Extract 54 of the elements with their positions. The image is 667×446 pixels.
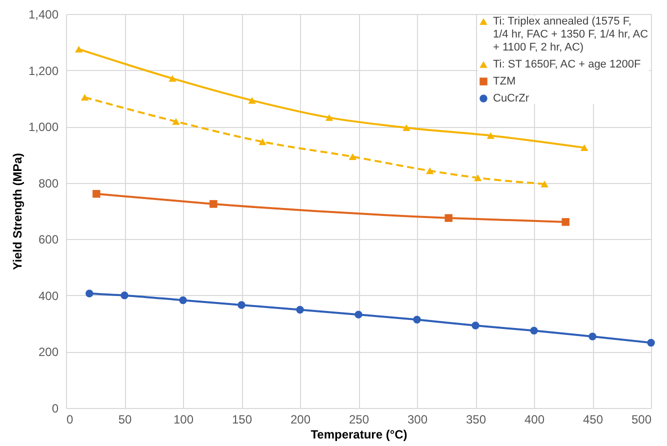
x-tick-label: 450 xyxy=(582,412,604,426)
point xyxy=(580,144,588,152)
point xyxy=(296,306,304,314)
y-tick-label: 1,400 xyxy=(28,8,59,22)
point xyxy=(120,292,128,300)
point xyxy=(210,200,218,208)
x-tick-label: 200 xyxy=(290,412,311,426)
x-tick-label: 250 xyxy=(348,412,370,426)
point xyxy=(354,310,362,318)
point xyxy=(402,124,410,132)
x-axis-title: Temperature (°C) xyxy=(310,428,408,442)
x-tick-label: 100 xyxy=(173,412,194,426)
point xyxy=(325,114,334,121)
point xyxy=(444,214,452,222)
x-tick-label: 150 xyxy=(232,412,252,426)
y-axis-title: Yield Strength (MPa) xyxy=(10,153,24,270)
y-tick-label: 200 xyxy=(38,345,59,360)
point xyxy=(179,296,187,304)
point xyxy=(172,118,180,125)
point xyxy=(588,332,596,340)
x-tick-label: 350 xyxy=(466,412,486,426)
x-tick-label: 300 xyxy=(407,412,428,426)
point xyxy=(238,301,246,309)
point xyxy=(562,218,570,226)
y-tick-label: 0 xyxy=(52,402,59,416)
point xyxy=(472,322,480,330)
legend-label: CuCrZr xyxy=(493,92,530,104)
point xyxy=(80,94,89,101)
x-tick-label: 0 xyxy=(66,412,74,426)
x-tick-label: 500 xyxy=(631,412,652,426)
point xyxy=(86,290,94,298)
point xyxy=(647,338,655,347)
point xyxy=(413,316,421,324)
legend-label: Ti: Triplex annealed (1575 F, 1/4 hr, FAC + 1350 F, 1/4 hr, AC + 1100 F, 2 hr, AC) xyxy=(493,16,648,54)
y-tick-label: 800 xyxy=(38,176,59,190)
point xyxy=(74,46,83,53)
point xyxy=(258,138,266,146)
y-tick-label: 600 xyxy=(38,232,59,247)
point xyxy=(540,180,548,188)
x-tick-label: 400 xyxy=(524,412,545,426)
point xyxy=(530,326,538,334)
y-tick-label: 1,200 xyxy=(28,64,59,78)
point xyxy=(474,174,482,182)
point xyxy=(486,132,495,139)
point xyxy=(92,190,100,198)
y-tick-label: 400 xyxy=(38,288,59,303)
x-tick-label: 50 xyxy=(118,412,132,426)
point xyxy=(426,167,434,174)
point xyxy=(168,75,176,82)
point xyxy=(248,97,256,104)
point xyxy=(348,153,357,160)
legend-label: TZM xyxy=(493,76,516,88)
y-tick-label: 1,000 xyxy=(28,120,59,134)
legend-label: Ti: ST 1650F, AC + age 1200F xyxy=(493,58,641,70)
